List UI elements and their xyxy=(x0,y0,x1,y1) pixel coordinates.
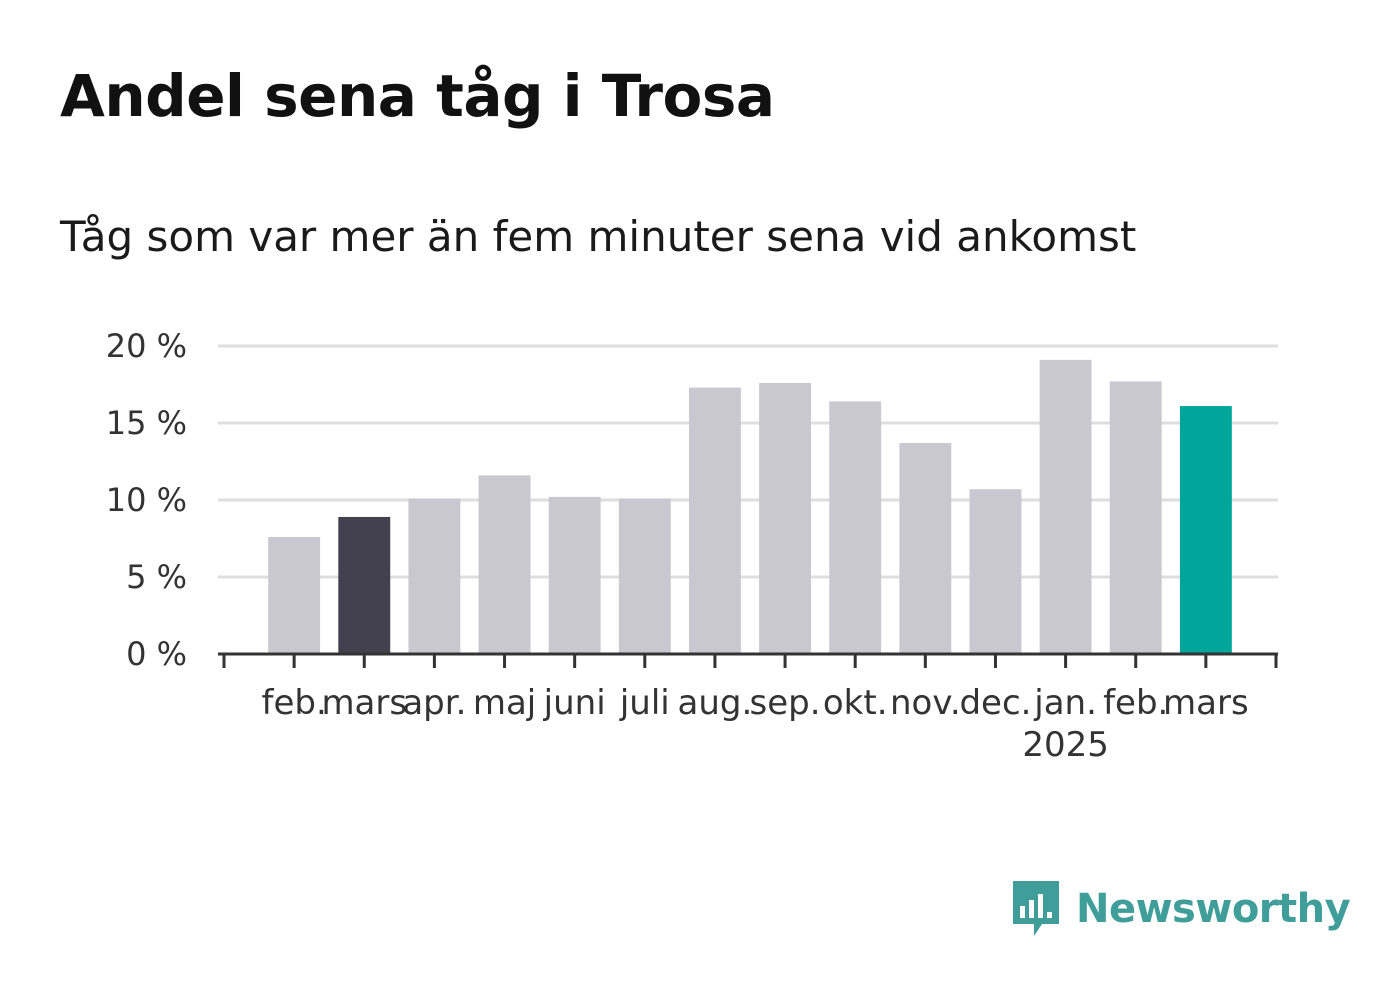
bar-10 xyxy=(969,489,1022,654)
y-tick-label: 0 % xyxy=(126,635,187,673)
bar-7 xyxy=(759,382,812,654)
x-tick-label: mars xyxy=(321,683,407,723)
x-tick-label: mars xyxy=(1163,683,1249,723)
bar-2 xyxy=(408,498,461,654)
brand-name: Newsworthy xyxy=(1076,886,1351,932)
y-tick-label: 5 % xyxy=(126,558,187,596)
x-tick-label: jan. xyxy=(1033,683,1097,723)
bar-11 xyxy=(1039,359,1092,654)
x-year-label: 2025 xyxy=(1022,725,1109,765)
x-axis xyxy=(218,652,1278,668)
bar-6 xyxy=(688,387,741,654)
brand-logo: Newsworthy xyxy=(1010,876,1351,942)
bar-1 xyxy=(338,516,391,654)
bar-8 xyxy=(829,401,882,654)
x-tick-label: juli xyxy=(619,683,670,723)
bar-0 xyxy=(268,536,321,654)
bar-5 xyxy=(618,498,671,654)
x-tick-label: sep. xyxy=(750,683,821,723)
bar-12 xyxy=(1109,381,1162,654)
x-tick-label: aug. xyxy=(678,683,753,723)
y-tick-label: 10 % xyxy=(106,481,187,519)
newsworthy-logo-icon xyxy=(1013,881,1059,936)
y-axis-tick-labels: 0 % 5 % 10 % 15 % 20 % xyxy=(106,327,187,673)
y-tick-label: 20 % xyxy=(106,327,187,365)
bar-9 xyxy=(899,443,952,654)
bar-13 xyxy=(1179,406,1232,654)
x-tick-label: okt. xyxy=(823,683,888,723)
grid-lines xyxy=(218,344,1278,579)
x-tick-label: feb. xyxy=(1103,683,1168,723)
y-tick-label: 15 % xyxy=(106,404,187,442)
bar-3 xyxy=(478,475,531,654)
x-tick-label: apr. xyxy=(402,683,466,723)
x-tick-label: maj xyxy=(473,683,536,723)
bar-4 xyxy=(548,496,601,654)
chart-title: Andel sena tåg i Trosa xyxy=(60,62,775,130)
bars xyxy=(268,359,1232,654)
x-tick-label: juni xyxy=(543,683,606,723)
x-tick-label: nov. xyxy=(890,683,961,723)
chart-subtitle: Tåg som var mer än fem minuter sena vid … xyxy=(60,212,1137,261)
x-tick-label: feb. xyxy=(261,683,326,723)
x-tick-label: dec. xyxy=(959,683,1031,723)
